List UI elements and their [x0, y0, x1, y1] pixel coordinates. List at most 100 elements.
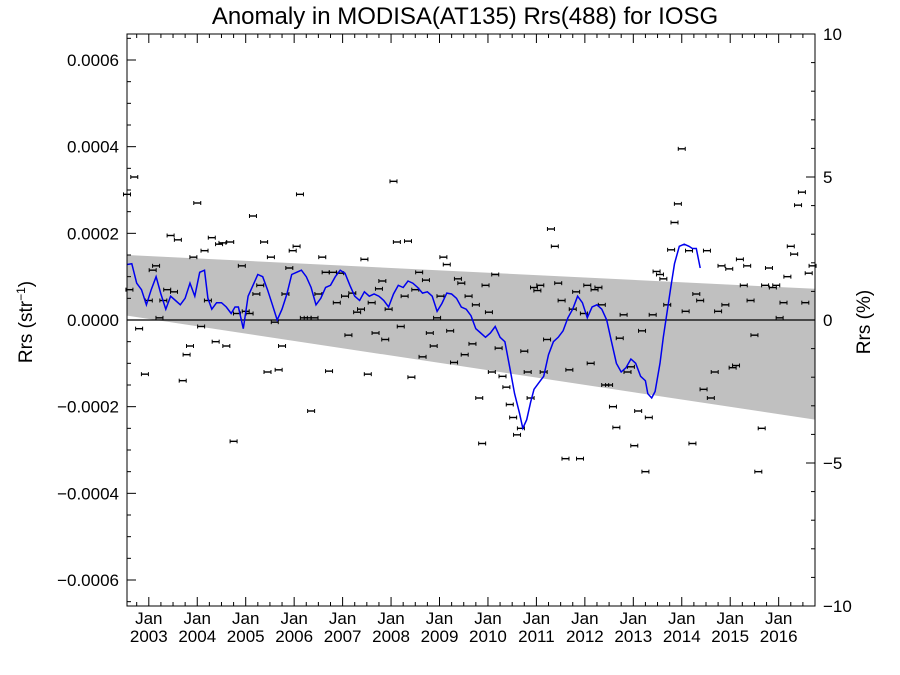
data-point [673, 201, 682, 206]
data-point [389, 179, 398, 184]
data-point [772, 283, 781, 288]
data-point [677, 146, 686, 151]
data-point [696, 298, 705, 303]
data-point [178, 378, 187, 383]
data-point [285, 266, 294, 270]
data-point [218, 240, 227, 245]
data-point [583, 283, 592, 288]
data-point [526, 396, 535, 400]
data-point [750, 333, 759, 338]
left-tick-label: 0.0000 [67, 311, 119, 330]
data-point [222, 344, 231, 348]
data-point [529, 285, 538, 290]
data-point [605, 383, 614, 387]
data-point [728, 365, 737, 370]
x-tick-year: 2009 [421, 627, 459, 646]
data-point [786, 244, 795, 249]
data-point [173, 237, 182, 242]
data-point [263, 370, 272, 374]
data-point [295, 192, 304, 197]
left-tick-label: 0.0002 [67, 224, 119, 243]
data-point [746, 298, 755, 303]
data-point [794, 203, 803, 208]
confidence-band [127, 255, 815, 420]
data-point [702, 248, 711, 253]
data-point [520, 349, 529, 354]
x-tick-month: Jan [329, 609, 356, 628]
data-point [248, 214, 257, 218]
data-point [256, 283, 265, 288]
data-point [804, 271, 813, 276]
data-point [699, 387, 708, 392]
data-point [252, 292, 261, 296]
data-point [655, 272, 664, 277]
data-point [608, 404, 617, 409]
data-point [407, 375, 416, 380]
x-tick-month: Jan [765, 609, 792, 628]
data-point [404, 239, 413, 244]
x-tick-year: 2005 [227, 627, 265, 646]
data-point [735, 257, 744, 262]
data-point [442, 262, 451, 267]
data-point [130, 175, 139, 179]
data-point [274, 367, 283, 372]
data-point [590, 287, 599, 292]
data-point [148, 268, 157, 273]
x-tick-year: 2012 [566, 627, 604, 646]
data-point [367, 300, 376, 305]
data-point [630, 443, 639, 448]
x-tick-month: Jan [426, 609, 453, 628]
data-point [169, 289, 178, 294]
data-point [478, 441, 487, 446]
data-point [429, 344, 438, 348]
left-tick-label: 0.0004 [67, 138, 119, 157]
data-point [732, 363, 741, 368]
x-tick-year: 2011 [518, 627, 555, 646]
data-point [481, 283, 490, 288]
data-point [400, 294, 409, 299]
x-axis: Jan2003Jan2004Jan2005Jan2006Jan2007Jan20… [130, 34, 816, 646]
data-point [185, 344, 194, 348]
data-point [554, 281, 563, 286]
data-point [468, 341, 477, 346]
data-point [211, 339, 220, 344]
x-tick-month: Jan [280, 609, 307, 628]
data-point [539, 370, 548, 374]
data-point [446, 328, 455, 333]
data-point [189, 255, 198, 260]
data-point [543, 337, 552, 342]
x-tick-year: 2003 [130, 627, 168, 646]
data-point [710, 370, 719, 374]
data-point [353, 310, 362, 315]
data-point [152, 263, 161, 268]
x-tick-year: 2013 [614, 627, 652, 646]
data-point [281, 292, 290, 296]
data-point [779, 300, 788, 305]
data-point [561, 456, 570, 461]
right-tick-label: 0 [823, 311, 832, 330]
data-point [533, 288, 542, 293]
data-point [396, 324, 405, 329]
data-point [721, 302, 730, 307]
data-point [392, 240, 401, 244]
data-point [348, 291, 357, 296]
left-y-axis: 0.0006 0.0004 0.0002 0.0000 −0.0002 −0.0004 −0… [57, 37, 136, 603]
data-point [457, 281, 466, 286]
data-point [360, 257, 369, 262]
right-y-axis: 10 5 0 −5 −10 [806, 25, 852, 616]
data-point [325, 369, 334, 374]
x-tick-year: 2006 [275, 627, 313, 646]
x-tick-year: 2014 [663, 627, 701, 646]
right-y-axis-label: Rrs (%) [854, 290, 875, 354]
x-tick-year: 2007 [324, 627, 362, 646]
data-point [475, 396, 484, 400]
data-point [768, 285, 777, 290]
left-tick-label: 0.0006 [67, 51, 119, 70]
data-point [634, 409, 643, 413]
x-tick-year: 2004 [178, 627, 216, 646]
data-point [509, 415, 518, 420]
data-point [229, 439, 238, 444]
data-point [565, 367, 574, 372]
data-point [237, 263, 246, 268]
data-point [576, 456, 585, 461]
